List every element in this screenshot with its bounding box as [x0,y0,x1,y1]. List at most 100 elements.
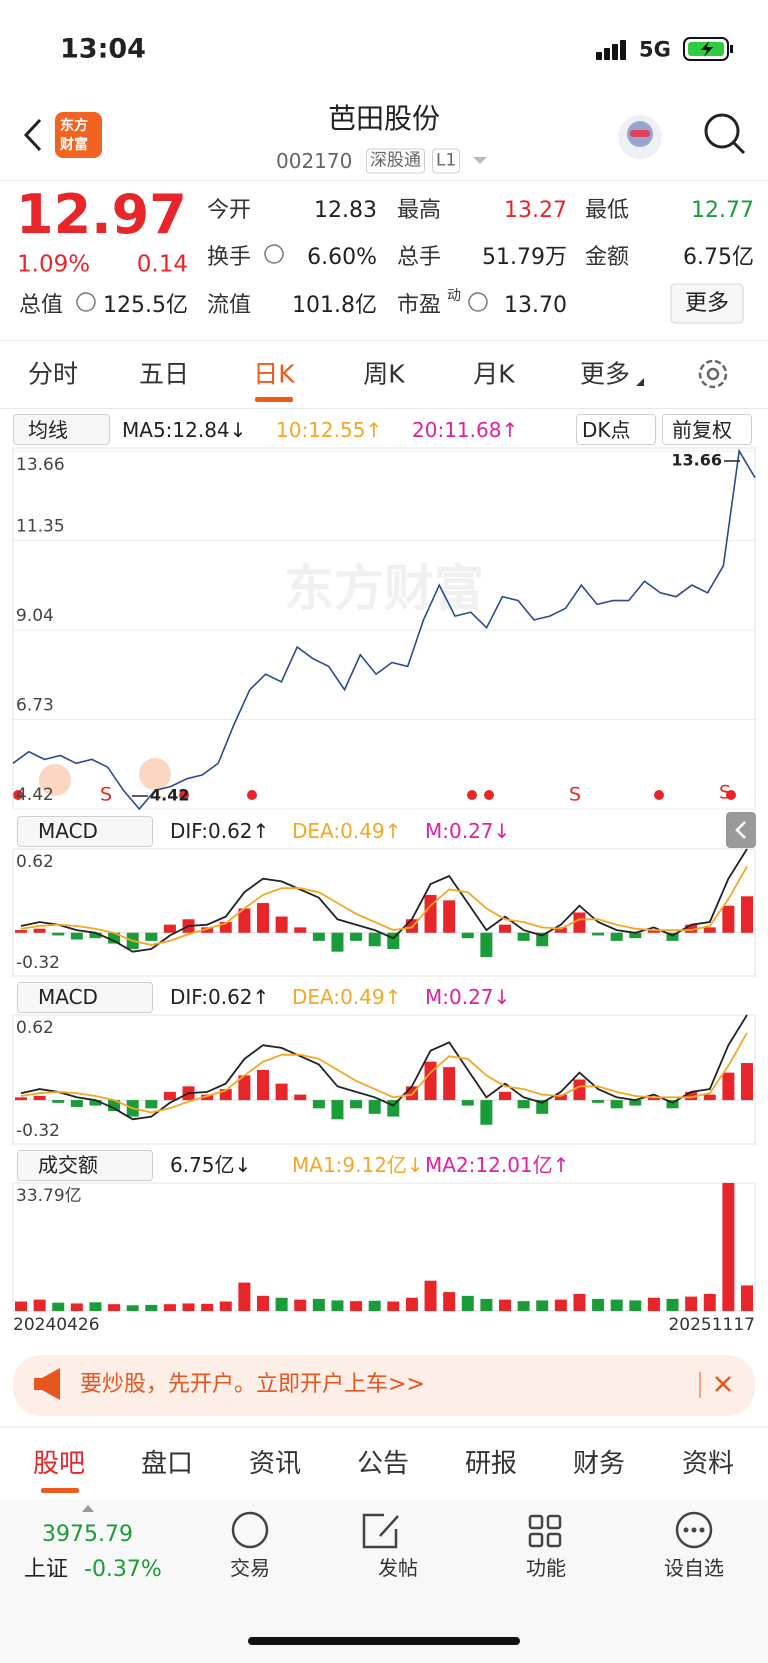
macd-bar [15,1097,27,1101]
selector[interactable] [13,414,110,445]
network: 5G [639,37,671,62]
macd-bar [741,1063,753,1101]
tab[interactable]: 日K [253,359,295,389]
indicator-label: MA2:12.01亿↑ [425,1153,570,1177]
macd-bar [52,1100,65,1103]
selector-text[interactable]: MACD [38,819,98,843]
indicator-label: DEA:0.49↑ [292,819,402,843]
close-icon[interactable] [715,1376,731,1392]
macd-bar [33,928,46,933]
volume-bar [312,1298,325,1311]
volume-bar [387,1301,400,1311]
indicator-label: M:0.27↓ [425,819,511,843]
selector-text[interactable]: MACD [38,985,98,1009]
macd-bar [554,927,567,933]
info-icon[interactable] [76,244,488,312]
macd-bar [33,1095,46,1101]
chart-panel [12,1182,756,1312]
signal-badge[interactable] [139,758,171,790]
volume-bar [610,1299,623,1311]
field-sup: 动 [447,288,461,304]
bottom-tab[interactable]: 财务 [572,1449,626,1479]
price: 12.97 [16,183,187,246]
selector[interactable] [17,982,153,1013]
banner-text[interactable]: 要炒股，先开户。立即开户上车>> [80,1372,425,1397]
volume-bar [461,1295,474,1311]
selector-text[interactable]: 均线 [28,418,68,442]
bottom-tab[interactable]: 资料 [681,1449,735,1479]
macd-line [20,848,748,953]
settings-icon[interactable] [698,359,728,389]
field-label: 金额 [585,245,630,270]
bottom-tab[interactable]: 盘口 [140,1449,194,1479]
volume-bar [275,1297,288,1311]
chart-panel [12,447,756,810]
bottom-tab[interactable]: 股吧 [32,1449,86,1479]
volume-bar [741,1285,753,1311]
signal-badge[interactable] [39,764,71,796]
field-label: 市盈 [397,293,442,318]
index-value[interactable]: 3975.79 [42,1522,133,1547]
macd-bar [275,1083,288,1101]
nav-label[interactable]: 功能 [526,1556,566,1580]
y-tick-label: 33.79亿 [16,1186,82,1206]
tab-more-caret[interactable] [636,378,644,386]
macd-bar [685,1091,698,1101]
tag-caret[interactable] [473,157,487,164]
avatar[interactable] [618,115,662,159]
change-pct: 1.09% [17,251,91,278]
dk-button[interactable] [576,414,656,445]
macd-bar [685,924,698,933]
macd-bar [592,1100,605,1103]
volume-bar [480,1298,493,1311]
tab[interactable]: 分时 [27,359,79,389]
index-name[interactable]: 上证 [24,1557,69,1582]
nav-icon[interactable] [231,1511,713,1549]
y-tick-label: 4.42 [16,785,54,805]
volume-bar [592,1298,605,1311]
fq-button[interactable] [662,414,752,445]
tab[interactable]: 五日 [138,359,190,389]
index-change[interactable]: -0.37% [84,1557,162,1582]
more-button[interactable] [670,283,744,324]
macd-bar [703,1094,716,1101]
bottom-tab[interactable]: 研报 [464,1449,518,1479]
nav-label[interactable]: 设自选 [664,1556,724,1580]
field-label: 总手 [397,245,442,270]
volume-bar [89,1302,102,1311]
ma-label: 10:12.55↑ [276,418,383,442]
tab[interactable]: 更多 [580,359,631,389]
signal-dot [13,790,736,800]
volume-bar [517,1301,530,1311]
bottom-tab[interactable]: 资讯 [248,1449,302,1479]
selector[interactable] [17,1150,153,1181]
back-button[interactable] [23,118,42,152]
dk-text[interactable]: DK点 [582,418,631,442]
macd-bar [629,1100,642,1106]
date-label: 20240426 [13,1315,100,1335]
more-button-text[interactable]: 更多 [684,291,729,316]
macd-bar [722,1072,735,1101]
nav-label[interactable]: 发帖 [378,1556,418,1580]
macd-bar [517,1100,530,1109]
fq-text[interactable]: 前复权 [672,418,732,442]
macd-bar [163,924,176,933]
volume-bar [238,1282,251,1311]
chart-panel [12,1014,756,1145]
selector[interactable] [17,816,153,847]
macd-bar [368,1100,381,1114]
search-icon[interactable] [704,113,746,155]
volume-bar [647,1297,660,1311]
change: 0.14 [136,251,188,278]
macd-bar [666,932,679,941]
macd-bar [499,924,511,933]
tab[interactable]: 周K [363,359,405,389]
tab[interactable]: 月K [473,359,515,389]
banner-bg[interactable] [13,1355,755,1416]
nav-label[interactable]: 交易 [230,1556,270,1580]
selector-text[interactable]: 成交额 [38,1153,98,1177]
bottom-tab[interactable]: 公告 [356,1449,410,1479]
field-label: 最低 [585,198,630,223]
collapse-tab[interactable] [726,812,756,848]
volume-bar [257,1295,269,1311]
